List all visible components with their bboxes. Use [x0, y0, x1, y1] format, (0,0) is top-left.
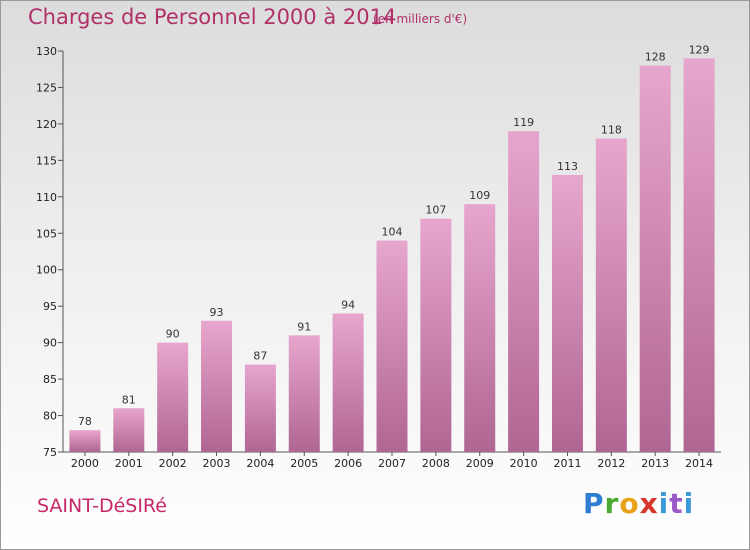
- data-label: 128: [645, 51, 666, 64]
- x-tick-label: 2011: [553, 457, 581, 470]
- x-tick-label: 2004: [246, 457, 274, 470]
- logo-letter: t: [669, 487, 684, 520]
- x-tick-label: 2013: [641, 457, 669, 470]
- x-tick-label: 2005: [290, 457, 318, 470]
- logo-letter: i: [683, 487, 695, 520]
- y-tick-label: 115: [36, 154, 57, 167]
- chart-subtitle: (en milliers d'€): [373, 12, 468, 26]
- y-tick-label: 80: [43, 410, 57, 423]
- chart-axes: 75 80 85 90 95 100 105 110 115 120 125 130 2000 2001 2…: [36, 45, 721, 470]
- bar: [244, 364, 276, 452]
- y-tick-label: 85: [43, 373, 57, 386]
- x-tick-label: 2006: [334, 457, 362, 470]
- data-label: 87: [253, 350, 267, 363]
- data-label: 129: [689, 43, 710, 56]
- bar: [508, 131, 540, 452]
- y-tick-label: 75: [43, 446, 57, 459]
- bar: [639, 65, 671, 452]
- y-tick-label: 120: [36, 118, 57, 131]
- data-label: 90: [166, 328, 180, 341]
- y-tick-label: 100: [36, 264, 57, 277]
- proxiti-logo: Proxiti: [583, 487, 694, 520]
- logo-letter: x: [639, 487, 659, 520]
- data-label: 93: [210, 306, 224, 319]
- data-label: 113: [557, 160, 578, 173]
- data-label: 109: [469, 189, 490, 202]
- bar: [683, 58, 715, 453]
- x-tick-label: 2001: [115, 457, 143, 470]
- x-tick-label: 2010: [510, 457, 538, 470]
- bar: [376, 240, 408, 452]
- data-label: 81: [122, 393, 136, 406]
- bar: [288, 335, 320, 452]
- bar: [551, 174, 583, 453]
- data-label: 78: [78, 415, 92, 428]
- commune-name: SAINT-DéSIRé: [37, 495, 167, 517]
- y-tick-label: 110: [36, 191, 57, 204]
- data-label: 118: [601, 123, 622, 136]
- data-label: 107: [425, 204, 446, 217]
- y-tick-label: 125: [36, 81, 57, 94]
- bar: [201, 320, 233, 452]
- data-label: 104: [382, 226, 403, 239]
- bar: [595, 138, 627, 452]
- x-tick-label: 2012: [597, 457, 625, 470]
- x-tick-label: 2007: [378, 457, 406, 470]
- y-tick-label: 95: [43, 300, 57, 313]
- x-tick-label: 2008: [422, 457, 450, 470]
- x-tick-label: 2000: [71, 457, 99, 470]
- logo-letter: i: [658, 487, 670, 520]
- y-tick-label: 105: [36, 227, 57, 240]
- x-tick-label: 2009: [466, 457, 494, 470]
- bar: [113, 408, 145, 452]
- x-tick-label: 2014: [685, 457, 713, 470]
- bar: [157, 342, 189, 452]
- bar: [464, 204, 496, 452]
- chart-data-labels: 78 81 90 93 87 91 94 104 107 109 119 113 118 128 129: [78, 43, 710, 428]
- y-tick-label: 130: [36, 45, 57, 58]
- data-label: 91: [297, 320, 311, 333]
- data-label: 94: [341, 298, 355, 311]
- logo-letter: r: [604, 487, 620, 520]
- x-tick-label: 2003: [203, 457, 231, 470]
- data-label: 119: [513, 116, 534, 129]
- bar: [69, 430, 101, 452]
- x-tick-label: 2002: [159, 457, 187, 470]
- chart-bars: [69, 58, 715, 453]
- logo-letter: P: [583, 487, 605, 520]
- y-tick-label: 90: [43, 337, 57, 350]
- bar: [420, 218, 452, 452]
- bar: [332, 313, 364, 452]
- logo-letter: o: [619, 487, 640, 520]
- chart-title: Charges de Personnel 2000 à 2014: [28, 5, 397, 29]
